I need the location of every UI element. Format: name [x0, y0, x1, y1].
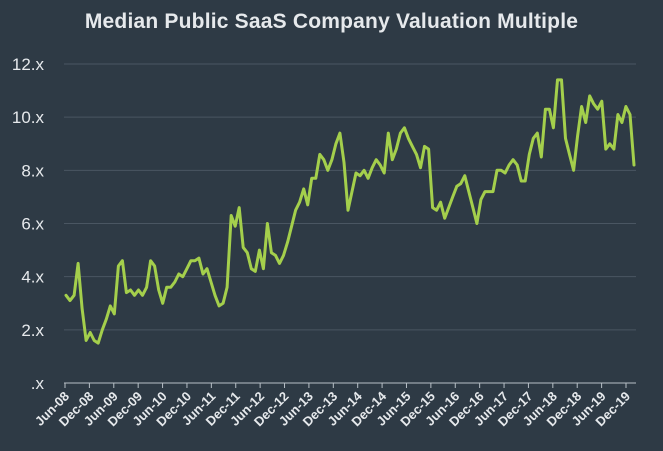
y-tick-label: 10.x — [12, 108, 45, 127]
y-tick-label: 12.x — [12, 55, 45, 74]
y-tick-label: .x — [31, 374, 45, 393]
y-tick-label: 2.x — [21, 321, 44, 340]
y-tick-label: 6.x — [21, 215, 44, 234]
series-line — [64, 78, 636, 345]
y-tick-label: 8.x — [21, 161, 44, 180]
chart-title: Median Public SaaS Company Valuation Mul… — [84, 10, 579, 33]
y-tick-label: 4.x — [21, 268, 44, 287]
